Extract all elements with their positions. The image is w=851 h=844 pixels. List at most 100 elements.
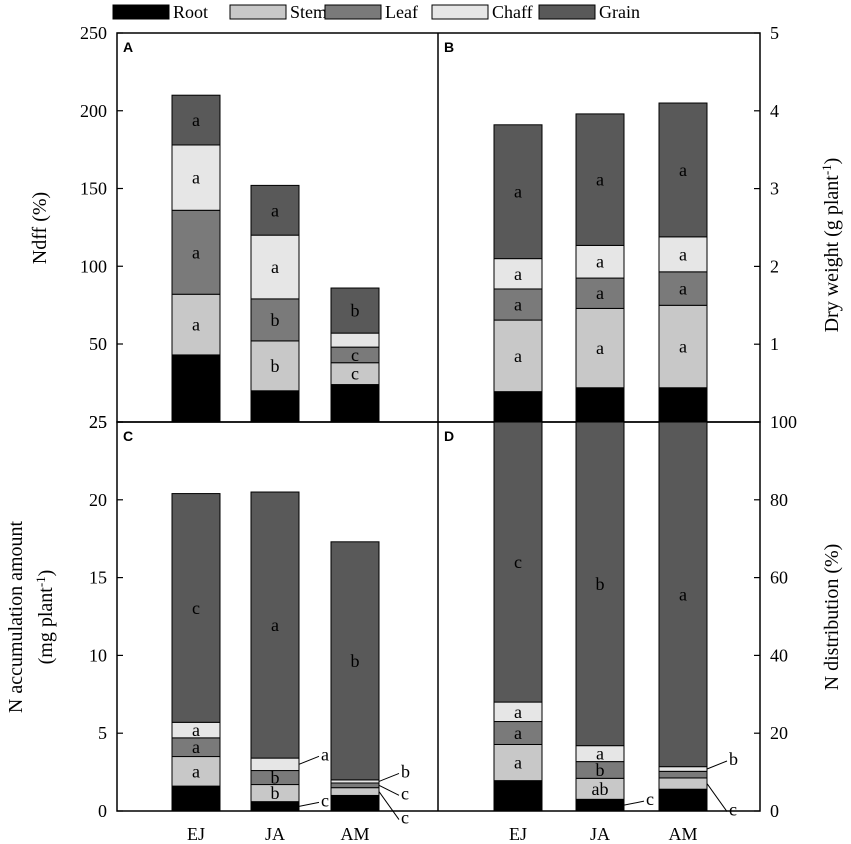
ytick-label-b-4: 5 [770, 23, 779, 43]
ytick-label-c-1: 5 [98, 723, 107, 743]
seg-letter-a-ej-leaf: a [192, 242, 200, 262]
seg-letter-b-ja-grain: a [596, 170, 604, 190]
legend-label-grain: Grain [599, 2, 640, 22]
seg-letter-b-ja-root: a [596, 395, 604, 415]
seg-letter-a-am-leaf: c [351, 345, 359, 365]
ytick-label-d-1: 20 [770, 723, 788, 743]
panel-letter-b: B [444, 39, 454, 55]
ytick-label-c-3: 15 [89, 568, 107, 588]
bar-c-am-grain [330, 541, 380, 781]
legend-label-stem: Stem [290, 2, 327, 22]
seg-letter-a-ej-chaff: a [192, 168, 200, 188]
seg-letter-d-ej-grain: c [514, 552, 522, 572]
ytick-label-b-0: 1 [770, 334, 779, 354]
seg-letter-c-am-leaf: c [401, 783, 409, 803]
legend-swatch-root [112, 4, 170, 20]
bar-b-ja-root [575, 387, 625, 423]
panel-letter-d: D [444, 428, 454, 444]
seg-letter-c-ja-leaf: b [271, 768, 280, 788]
ytick-label-d-4: 80 [770, 490, 788, 510]
ytick-label-d-5: 100 [770, 412, 797, 432]
bar-c-am-leaf [330, 782, 380, 789]
callout-line-c-chaff [298, 755, 320, 765]
ylabel-b: Dry weight (g plant-1) [819, 158, 844, 333]
seg-letter-c-am-root: b [351, 793, 360, 813]
seg-letter-c-ja-grain: a [271, 615, 279, 635]
seg-letter-b-ej-chaff: a [514, 264, 522, 284]
ytick-label-a-0: 25 [89, 412, 107, 432]
bar-a-am-grain [330, 287, 380, 334]
bar-a-ja-chaff [250, 234, 300, 300]
seg-letter-c-ej-stem: a [192, 761, 200, 781]
bar-d-ja-root [575, 798, 625, 812]
legend-swatch-stem [229, 4, 287, 20]
bar-d-ja-grain [575, 421, 625, 747]
seg-letter-b-ej-stem: a [514, 346, 522, 366]
seg-letter-a-am-stem: c [351, 364, 359, 384]
ytick-label-d-3: 60 [770, 568, 788, 588]
panel-letter-c: C [123, 428, 133, 444]
bar-b-ej-chaff [493, 258, 543, 290]
bar-b-ej-grain [493, 124, 543, 260]
bar-a-ej-chaff [171, 144, 221, 211]
seg-letter-d-ja-root: c [646, 789, 654, 809]
callout-line-d-chaff [706, 760, 728, 770]
seg-letter-a-ej-stem: a [192, 315, 200, 335]
ytick-label-b-3: 4 [770, 101, 779, 121]
bar-a-ej-stem [171, 293, 221, 356]
ytick-label-b-2: 3 [770, 179, 779, 199]
bar-a-ej-leaf [171, 209, 221, 295]
xtick-label-c-ja: JA [265, 824, 285, 844]
seg-letter-c-ej-root: a [192, 789, 200, 809]
legend-label-leaf: Leaf [385, 2, 418, 22]
seg-letter-d-am-root: b [679, 790, 688, 810]
bar-c-ej-grain [171, 493, 221, 723]
seg-letter-a-ja-grain: a [271, 200, 279, 220]
ytick-label-c-0: 0 [98, 801, 107, 821]
seg-letter-d-ej-chaff: a [514, 702, 522, 722]
xtick-label-d-am: AM [668, 824, 697, 844]
seg-letter-b-ja-stem: a [596, 338, 604, 358]
seg-letter-a-ej-grain: a [192, 110, 200, 130]
seg-letter-c-am-chaff: b [401, 761, 410, 781]
seg-letter-b-am-chaff: a [679, 244, 687, 264]
seg-letter-d-ej-root: a [514, 786, 522, 806]
legend-swatch-grain [538, 4, 596, 20]
seg-letter-d-am-grain: a [679, 584, 687, 604]
seg-letter-d-ej-stem: a [514, 753, 522, 773]
seg-letter-b-am-grain: a [679, 160, 687, 180]
seg-letter-a-ja-chaff: a [271, 257, 279, 277]
bar-c-ej-root [171, 785, 221, 812]
seg-letter-b-ja-chaff: a [596, 252, 604, 272]
seg-letter-c-am-stem: c [401, 808, 409, 828]
bar-b-am-grain [658, 102, 708, 238]
seg-letter-b-am-root: a [679, 395, 687, 415]
bar-a-ej-grain [171, 94, 221, 146]
bar-d-am-leaf [658, 770, 708, 779]
seg-letter-b-am-stem: a [679, 337, 687, 357]
ytick-label-b-1: 2 [770, 256, 779, 276]
ylabel-a: Ndff (%) [29, 192, 51, 264]
callout-line-c-leaf [378, 784, 400, 796]
seg-letter-a-ja-leaf: b [271, 310, 280, 330]
bar-b-ja-stem [575, 307, 625, 389]
xtick-label-c-ej: EJ [187, 824, 205, 844]
bar-d-ej-grain [493, 421, 543, 703]
bar-b-ej-root [493, 391, 543, 423]
ytick-label-c-5: 25 [89, 412, 107, 432]
seg-letter-b-ej-grain: a [514, 182, 522, 202]
callout-line-c-chaff [378, 772, 400, 782]
callout-line-c-stem [378, 791, 400, 820]
seg-letter-c-ja-stem: b [271, 783, 280, 803]
bar-a-am-root [330, 384, 380, 423]
seg-letter-d-ej-leaf: a [514, 723, 522, 743]
seg-letter-a-ja-stem: b [271, 356, 280, 376]
seg-letter-d-ja-grain: b [596, 574, 605, 594]
seg-letter-b-ja-leaf: a [596, 283, 604, 303]
seg-letter-d-am-stem: c [729, 800, 737, 820]
ytick-label-a-4: 200 [80, 101, 107, 121]
ytick-label-d-0: 0 [770, 801, 779, 821]
bar-a-ja-grain [250, 184, 300, 236]
seg-letter-c-ej-leaf: a [192, 737, 200, 757]
